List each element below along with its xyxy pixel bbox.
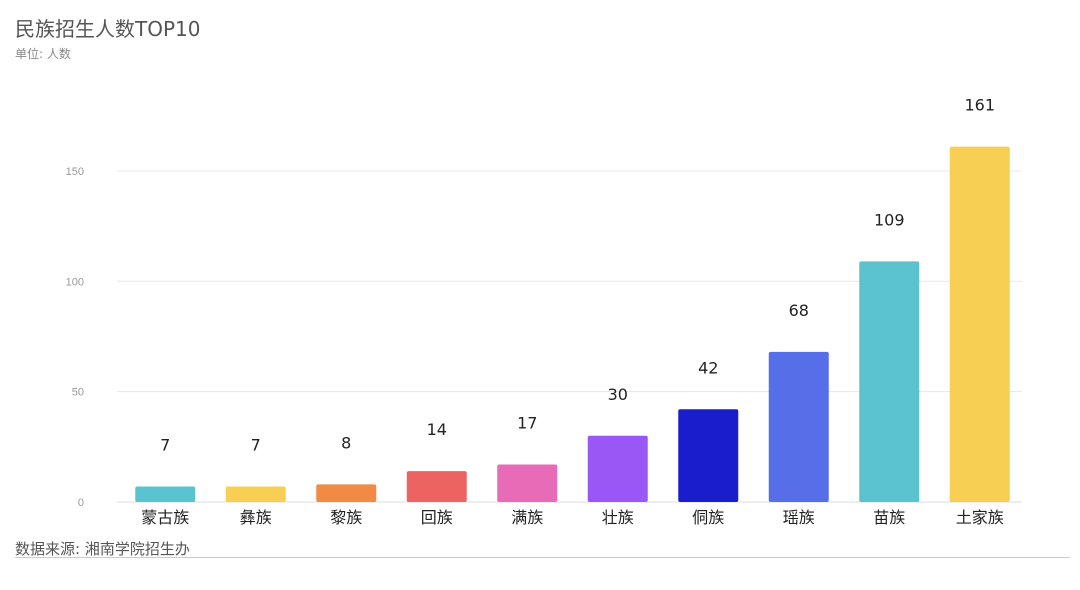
y-tick-label: 150 [66,166,84,178]
data-label: 17 [517,413,537,432]
bar [859,261,920,502]
bar [135,486,196,502]
data-label: 109 [874,210,905,229]
x-tick-label: 彝族 [240,508,272,527]
footer-divider [15,557,1070,558]
data-label: 30 [608,385,628,404]
data-source-note: 数据来源: 湘南学院招生办 [15,540,190,558]
x-tick-label: 回族 [421,508,453,527]
y-tick-label: 0 [78,497,84,509]
data-label: 161 [964,96,995,115]
x-tick-label: 满族 [511,508,543,527]
data-label: 14 [427,420,447,439]
bar [587,435,648,502]
data-label: 7 [160,436,170,455]
x-tick-label: 苗族 [873,508,905,527]
x-tick-label: 瑶族 [783,508,815,527]
bars [135,146,1010,502]
bar [768,351,829,502]
bar [316,484,377,502]
y-axis-ticks: 0 50 100 150 [66,166,84,509]
data-label: 42 [698,358,718,377]
chart-subtitle: 单位: 人数 [15,47,71,61]
chart-title: 民族招生人数TOP10 [15,17,201,41]
x-tick-label: 壮族 [602,508,634,527]
bar [949,146,1010,502]
y-tick-label: 50 [72,387,84,399]
data-labels: 7 7 8 14 17 30 42 68 109 161 [160,96,995,455]
x-tick-label: 侗族 [692,508,724,527]
bar [497,464,558,502]
bar [225,486,286,502]
x-axis-ticks: 蒙古族 彝族 黎族 回族 满族 壮族 侗族 瑶族 苗族 土家族 [141,508,1004,527]
data-label: 8 [341,433,351,452]
y-tick-label: 100 [66,276,84,288]
data-label: 7 [251,436,261,455]
x-tick-label: 黎族 [330,508,362,527]
x-tick-label: 蒙古族 [141,508,189,527]
bar [406,471,467,502]
bar [678,409,739,502]
data-label: 68 [789,301,809,320]
x-tick-label: 土家族 [956,508,1004,527]
